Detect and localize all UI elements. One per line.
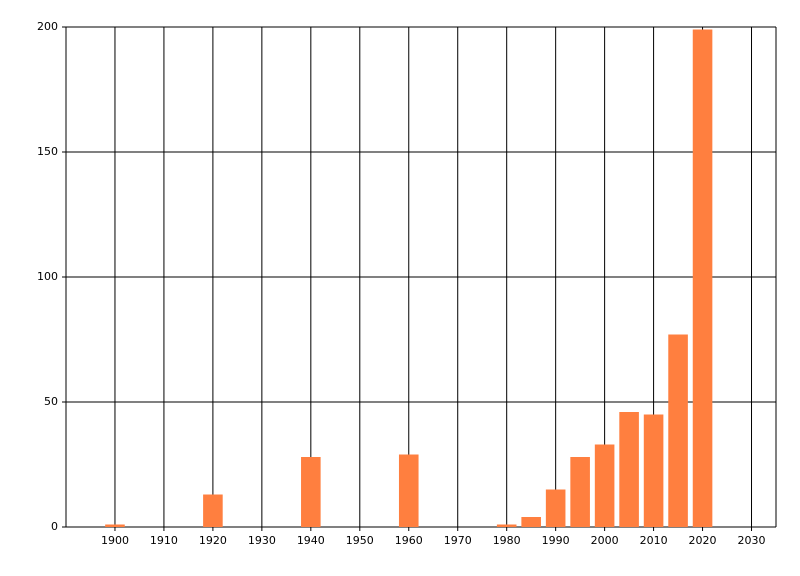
x-tick-label: 1970 bbox=[444, 534, 472, 547]
x-tick-label: 1900 bbox=[101, 534, 129, 547]
x-tick-label: 1940 bbox=[297, 534, 325, 547]
bar bbox=[668, 334, 688, 527]
bar bbox=[398, 454, 419, 527]
y-tick-label: 50 bbox=[44, 395, 58, 408]
x-tick-label: 1930 bbox=[248, 534, 276, 547]
x-tick-label: 2020 bbox=[689, 534, 717, 547]
x-tick-label: 1950 bbox=[346, 534, 374, 547]
bar bbox=[570, 457, 590, 527]
bar bbox=[594, 444, 615, 527]
y-tick-label: 0 bbox=[51, 520, 58, 533]
x-tick-label: 1920 bbox=[199, 534, 227, 547]
bar bbox=[692, 29, 713, 527]
y-tick-label: 200 bbox=[37, 20, 58, 33]
x-tick-label: 1980 bbox=[493, 534, 521, 547]
bar bbox=[643, 414, 664, 527]
x-tick-label: 2010 bbox=[640, 534, 668, 547]
bar bbox=[496, 524, 517, 527]
y-tick-label: 100 bbox=[37, 270, 58, 283]
bar bbox=[545, 489, 566, 527]
x-tick-label: 2000 bbox=[591, 534, 619, 547]
bar bbox=[619, 412, 639, 527]
bar bbox=[105, 524, 125, 527]
y-tick-label: 150 bbox=[37, 145, 58, 158]
bar bbox=[301, 457, 321, 527]
x-tick-label: 2030 bbox=[738, 534, 766, 547]
x-tick-label: 1990 bbox=[542, 534, 570, 547]
x-tick-label: 1960 bbox=[395, 534, 423, 547]
bar bbox=[203, 494, 223, 527]
bar bbox=[521, 517, 541, 527]
x-tick-label: 1910 bbox=[150, 534, 178, 547]
